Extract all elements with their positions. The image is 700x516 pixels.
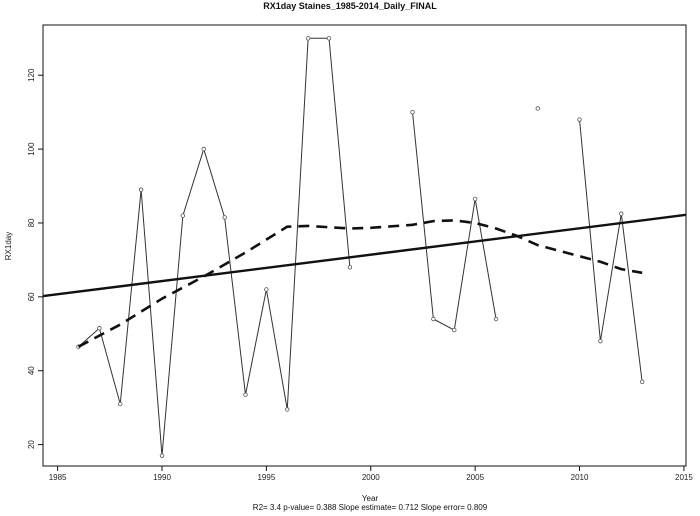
data-point xyxy=(243,392,248,397)
x-tick-label: 1985 xyxy=(49,473,67,482)
x-tick-label: 1990 xyxy=(153,473,171,482)
x-tick-label: 2000 xyxy=(362,473,380,482)
x-tick-label: 2005 xyxy=(466,473,484,482)
data-point xyxy=(201,146,206,152)
data-point xyxy=(619,211,624,216)
data-point xyxy=(118,401,123,407)
x-tick-label: 2010 xyxy=(571,473,589,482)
data-point xyxy=(598,338,603,344)
data-point xyxy=(347,265,353,270)
data-point xyxy=(222,215,227,220)
annual-max-line-segment xyxy=(78,37,351,456)
x-tick-label: 2015 xyxy=(675,473,693,482)
x-tick-label: 1995 xyxy=(257,473,275,482)
data-point xyxy=(431,316,436,322)
regression-stats: R2= 3.4 p-value= 0.388 Slope estimate= 0… xyxy=(252,503,488,512)
x-axis-label: Year xyxy=(361,494,379,503)
data-point xyxy=(180,213,186,218)
linear-trend-line xyxy=(42,213,687,298)
data-point xyxy=(159,453,165,458)
chart-title: RX1day Staines_1985-2014_Daily_FINAL xyxy=(263,1,437,11)
data-point xyxy=(472,196,478,202)
data-point xyxy=(97,326,102,331)
data-point xyxy=(410,109,415,115)
y-axis-label: RX1day xyxy=(4,232,13,260)
annual-max-line-segment xyxy=(579,119,643,382)
y-tick-label: 120 xyxy=(27,68,36,82)
data-point xyxy=(535,106,540,111)
annual-max-line-segment xyxy=(412,112,497,331)
y-tick-label: 100 xyxy=(27,142,36,156)
y-axis: 20 40 60 80 100 120 xyxy=(27,68,43,449)
y-tick-label: 60 xyxy=(27,292,36,301)
data-point xyxy=(452,327,457,333)
data-point xyxy=(326,36,332,41)
smoothed-dashed-line xyxy=(77,219,643,348)
y-tick-label: 80 xyxy=(27,218,36,227)
series-layer xyxy=(42,36,687,458)
plot-area-frame xyxy=(42,24,687,467)
y-tick-label: 40 xyxy=(27,366,36,375)
data-point xyxy=(305,36,311,41)
data-point xyxy=(639,379,645,384)
data-point xyxy=(138,187,144,192)
data-point xyxy=(285,407,290,412)
x-axis: 1985 1990 1995 2000 2005 2010 2015 xyxy=(49,466,693,482)
data-point xyxy=(493,316,499,322)
y-tick-label: 20 xyxy=(27,440,36,449)
data-point xyxy=(264,287,269,292)
data-point xyxy=(577,117,582,122)
